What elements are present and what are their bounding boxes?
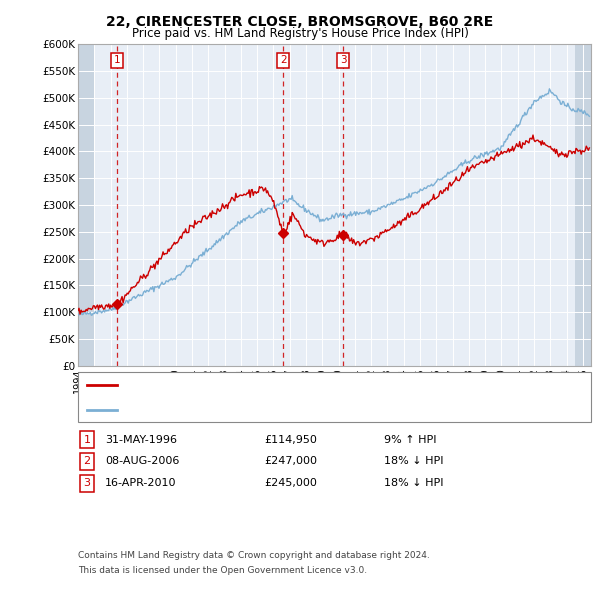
Text: Contains HM Land Registry data © Crown copyright and database right 2024.: Contains HM Land Registry data © Crown c… (78, 552, 430, 560)
Text: £114,950: £114,950 (264, 435, 317, 444)
Bar (575, 44, 591, 366)
Text: £245,000: £245,000 (264, 478, 317, 488)
Text: 18% ↓ HPI: 18% ↓ HPI (384, 478, 443, 488)
Text: 22, CIRENCESTER CLOSE, BROMSGROVE, B60 2RE: 22, CIRENCESTER CLOSE, BROMSGROVE, B60 2… (106, 15, 494, 29)
Text: This data is licensed under the Open Government Licence v3.0.: This data is licensed under the Open Gov… (78, 566, 367, 575)
Text: 3: 3 (83, 478, 91, 488)
Text: 08-AUG-2006: 08-AUG-2006 (105, 457, 179, 466)
Text: 16-APR-2010: 16-APR-2010 (105, 478, 176, 488)
Text: HPI: Average price, detached house, Bromsgrove: HPI: Average price, detached house, Brom… (123, 405, 379, 415)
Text: 1: 1 (114, 55, 121, 65)
Text: 31-MAY-1996: 31-MAY-1996 (105, 435, 177, 444)
Text: Price paid vs. HM Land Registry's House Price Index (HPI): Price paid vs. HM Land Registry's House … (131, 27, 469, 40)
Text: 18% ↓ HPI: 18% ↓ HPI (384, 457, 443, 466)
Bar (78, 44, 94, 366)
Text: 22, CIRENCESTER CLOSE, BROMSGROVE, B60 2RE (detached house): 22, CIRENCESTER CLOSE, BROMSGROVE, B60 2… (123, 380, 479, 389)
Text: 3: 3 (340, 55, 347, 65)
Text: 2: 2 (83, 457, 91, 466)
Text: 9% ↑ HPI: 9% ↑ HPI (384, 435, 437, 444)
Text: 1: 1 (83, 435, 91, 444)
Text: £247,000: £247,000 (264, 457, 317, 466)
Text: 2: 2 (280, 55, 287, 65)
